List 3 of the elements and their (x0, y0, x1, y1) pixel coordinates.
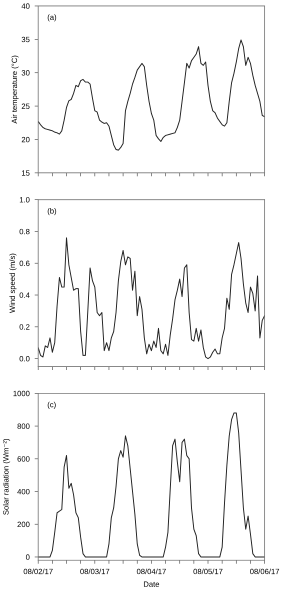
line-series (38, 40, 265, 151)
line-series (38, 412, 265, 558)
line-series (38, 237, 265, 360)
